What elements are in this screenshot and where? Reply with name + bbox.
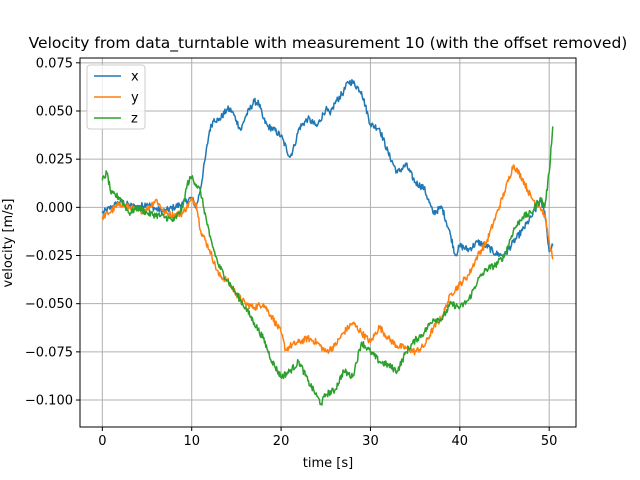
- series-line-z: [101, 126, 554, 406]
- x-tick-label: 30: [362, 434, 379, 449]
- y-tick-label: −0.100: [25, 394, 73, 409]
- y-tick-label: 0.075: [36, 56, 73, 71]
- y-tick-label: 0.000: [36, 201, 73, 216]
- x-tick-label: 50: [541, 434, 558, 449]
- series-line-x: [101, 79, 554, 258]
- axis-ticks: 0 10 20 30 40 50 −0.100 −0.075 −0.050 −0.025 0.000…: [25, 56, 558, 449]
- x-axis-label: time [s]: [303, 456, 353, 471]
- legend: xyz: [86, 64, 146, 130]
- legend-label-y: y: [131, 91, 139, 106]
- y-tick-label: −0.050: [25, 297, 73, 312]
- y-axis-label: velocity [m/s]: [1, 199, 16, 288]
- x-tick-label: 40: [452, 434, 469, 449]
- y-tick-label: −0.075: [25, 345, 73, 360]
- y-tick-label: −0.025: [25, 249, 73, 264]
- x-tick-label: 10: [183, 434, 200, 449]
- x-tick-label: 20: [273, 434, 290, 449]
- series-layer: [101, 79, 554, 406]
- grid-lines: [80, 58, 576, 427]
- y-tick-label: 0.050: [36, 104, 73, 119]
- chart-title: Velocity from data_turntable with measur…: [29, 34, 628, 53]
- legend-label-z: z: [131, 112, 138, 127]
- y-tick-label: 0.025: [36, 153, 73, 168]
- x-tick-label: 0: [98, 434, 106, 449]
- plot-frame: [79, 57, 577, 428]
- legend-label-x: x: [131, 70, 139, 85]
